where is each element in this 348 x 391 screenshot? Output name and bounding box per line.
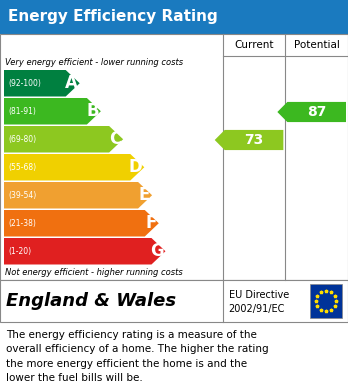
Polygon shape (4, 154, 144, 181)
Text: 87: 87 (307, 105, 326, 119)
Text: (21-38): (21-38) (8, 219, 36, 228)
Text: (69-80): (69-80) (8, 135, 36, 144)
Bar (0, 34, 348, 280)
Text: England & Wales: England & Wales (6, 292, 176, 310)
Text: (1-20): (1-20) (8, 247, 31, 256)
Polygon shape (4, 238, 165, 264)
Text: Current: Current (234, 40, 274, 50)
Polygon shape (215, 130, 283, 150)
Text: The energy efficiency rating is a measure of the
overall efficiency of a home. T: The energy efficiency rating is a measur… (6, 330, 269, 383)
Text: Potential: Potential (294, 40, 340, 50)
Text: E: E (139, 186, 150, 204)
Text: Energy Efficiency Rating: Energy Efficiency Rating (8, 9, 218, 25)
Text: D: D (128, 158, 142, 176)
Text: B: B (86, 102, 99, 120)
Bar (0, 0, 348, 34)
Text: G: G (150, 242, 164, 260)
Bar (0, 280, 348, 322)
Text: 2002/91/EC: 2002/91/EC (229, 303, 285, 314)
Text: C: C (109, 130, 121, 148)
Polygon shape (4, 126, 123, 152)
Text: EU Directive: EU Directive (229, 290, 289, 300)
Polygon shape (4, 98, 101, 124)
Polygon shape (4, 210, 159, 237)
Bar (310, 284, 342, 318)
Polygon shape (277, 102, 346, 122)
Text: F: F (145, 214, 157, 232)
Text: (55-68): (55-68) (8, 163, 36, 172)
Text: 73: 73 (244, 133, 264, 147)
Text: Not energy efficient - higher running costs: Not energy efficient - higher running co… (5, 268, 183, 277)
Text: (39-54): (39-54) (8, 191, 36, 200)
Text: (81-91): (81-91) (8, 107, 36, 116)
Text: (92-100): (92-100) (8, 79, 41, 88)
Polygon shape (4, 70, 80, 97)
Polygon shape (4, 182, 152, 208)
Text: A: A (65, 74, 78, 92)
Text: Very energy efficient - lower running costs: Very energy efficient - lower running co… (5, 58, 183, 67)
